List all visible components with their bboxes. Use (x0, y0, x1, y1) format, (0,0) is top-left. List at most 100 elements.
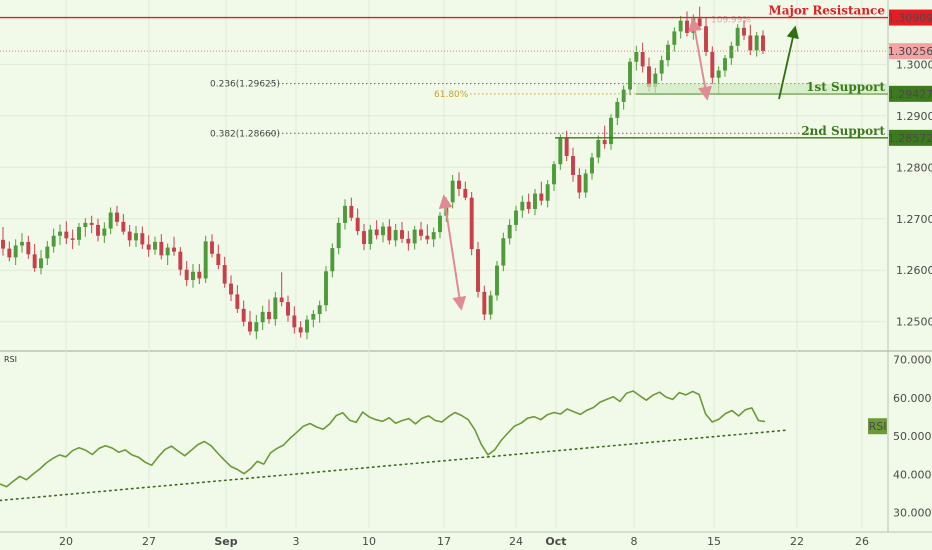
pink-swing-arrow-right (688, 17, 712, 101)
candle-body (178, 251, 183, 270)
candle-body (26, 241, 31, 255)
candle-body (343, 205, 347, 223)
candle-body (653, 73, 658, 87)
time-tick-label: 17 (437, 535, 451, 548)
major-resistance-label: Major Resistance (768, 4, 885, 18)
candle-body (260, 311, 265, 323)
candle-body (127, 231, 132, 241)
current-price-tag: 1.30256 (888, 45, 932, 58)
price-tick-label: 1.29000 (896, 110, 932, 123)
candle-body (552, 164, 556, 185)
fib-0236-label: 0.236(1.29625) (210, 80, 280, 90)
rsi-tick-label: 70.0000 (893, 354, 932, 367)
candle-body (501, 238, 506, 266)
support-zone (636, 83, 888, 94)
time-tick-label: Oct (545, 535, 566, 548)
candle-body (210, 241, 214, 254)
candle-body (710, 51, 715, 78)
candle-body (583, 173, 588, 193)
candle-body (191, 271, 195, 280)
candle-body (539, 193, 544, 201)
candle-body (45, 246, 50, 259)
candle-body (13, 245, 18, 258)
candle-body (672, 31, 677, 45)
price-tick-label: 1.26000 (896, 264, 932, 277)
candle-body (387, 226, 392, 241)
candle-body (463, 188, 468, 198)
candle-body (222, 265, 227, 284)
candle-body (102, 228, 107, 236)
candle-body (564, 137, 569, 156)
candle-body (609, 117, 613, 145)
candle-body (134, 233, 138, 241)
second-support-price-tag: 1.28572 (888, 132, 932, 145)
rsi-tick-label: 30.0000 (893, 507, 932, 520)
candle-body (615, 101, 620, 118)
fib-618-label: 61.80% (434, 90, 469, 100)
candle-body (89, 222, 94, 225)
candle-body (165, 247, 170, 256)
candle-body (628, 61, 632, 90)
candle-body (761, 35, 765, 51)
rsi-tick-label: 50.0000 (893, 430, 932, 443)
candle-body (115, 212, 119, 222)
candle-body (621, 89, 626, 102)
candle-body (431, 232, 436, 240)
candle-body (412, 229, 417, 244)
candle-body (558, 137, 563, 165)
resistance-price-tag: 1.30909 (888, 12, 932, 25)
price-tick-label: 1.30000 (896, 58, 932, 71)
candle-body (457, 180, 461, 189)
candle-body (393, 230, 398, 241)
candle-body (571, 155, 575, 175)
candle-body (39, 258, 43, 269)
candle-body (482, 291, 487, 315)
candle-body (273, 297, 278, 320)
candle-body (590, 157, 594, 174)
time-tick-label: 20 (59, 535, 73, 548)
candle-body (748, 35, 753, 51)
time-tick-label: 24 (509, 535, 523, 548)
candle-body (704, 26, 708, 52)
first-support-price-tag-bg (889, 85, 932, 102)
candle-body (640, 51, 645, 67)
time-tick-label: 8 (631, 535, 638, 548)
candle-body (349, 205, 354, 218)
candle-body (1, 239, 5, 249)
candle-body (96, 224, 100, 236)
support-resistance-levels: Major Resistance 1st Support 2nd Support (0, 4, 888, 139)
candle-body (678, 20, 683, 32)
candle-body (419, 229, 423, 236)
second-support-label: 2nd Support (801, 124, 885, 138)
candle-body (723, 58, 727, 71)
current-price-tag-bg (889, 43, 932, 60)
candle-body (742, 27, 746, 36)
candle-body (602, 140, 607, 145)
candle-body (507, 224, 512, 239)
candle-body (336, 222, 341, 249)
candle-body (279, 297, 284, 303)
pink-swing-arrow-left (438, 194, 467, 311)
fib-110-label: 109.99% (711, 16, 751, 26)
candle-body (286, 302, 290, 316)
price-tick-label: 1.28000 (896, 161, 932, 174)
candle-body (203, 241, 208, 279)
candle-body (298, 327, 303, 333)
rsi-line (0, 390, 766, 488)
time-tick-label: 26 (855, 535, 869, 548)
candle-body (216, 253, 221, 266)
candle-body (596, 140, 601, 158)
candle-body (184, 269, 189, 280)
candle-body (330, 248, 335, 272)
candle-body (545, 184, 550, 201)
candle-body (362, 231, 366, 244)
candle-body (7, 248, 12, 258)
candle-body (146, 244, 151, 250)
candle-body (754, 35, 759, 51)
green-target-arrow (778, 25, 799, 100)
candle-body (368, 229, 373, 244)
candle-body (324, 271, 328, 306)
candle-body (374, 229, 379, 236)
candle-body (476, 249, 480, 292)
